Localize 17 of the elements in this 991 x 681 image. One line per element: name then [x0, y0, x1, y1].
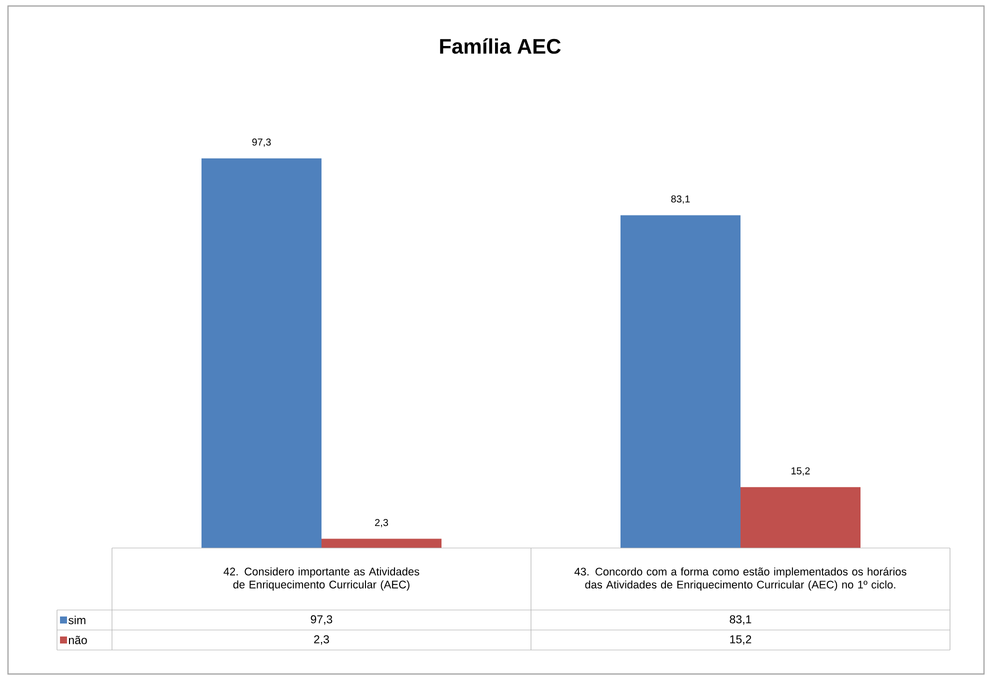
bar [202, 158, 322, 548]
bar [322, 538, 442, 548]
text: 2,3 [375, 518, 388, 528]
bar [620, 215, 741, 548]
bar [740, 487, 861, 548]
text: 97,3 [252, 138, 271, 147]
data-label: 97,3 [310, 615, 332, 625]
legend-label: sim [68, 616, 86, 624]
data-label: 2,3 [314, 635, 329, 645]
text: 15,2 [792, 467, 810, 476]
chart-title: Família AEC [440, 38, 561, 54]
text: 83,1 [671, 195, 690, 204]
x-tick-label: 42. Considero importante as Atividades de Enriquecimento Curricular (AEC) [224, 567, 420, 591]
legend-label: não [68, 636, 87, 644]
x-tick-label: 43. Concordo com a forma como estão implementados os horários das Atividades de Enriquecimento Curricular (AEC) no 1º ciclo. [574, 567, 906, 591]
data-label: 83,1 [730, 615, 752, 625]
data-label: 15,2 [730, 635, 752, 645]
